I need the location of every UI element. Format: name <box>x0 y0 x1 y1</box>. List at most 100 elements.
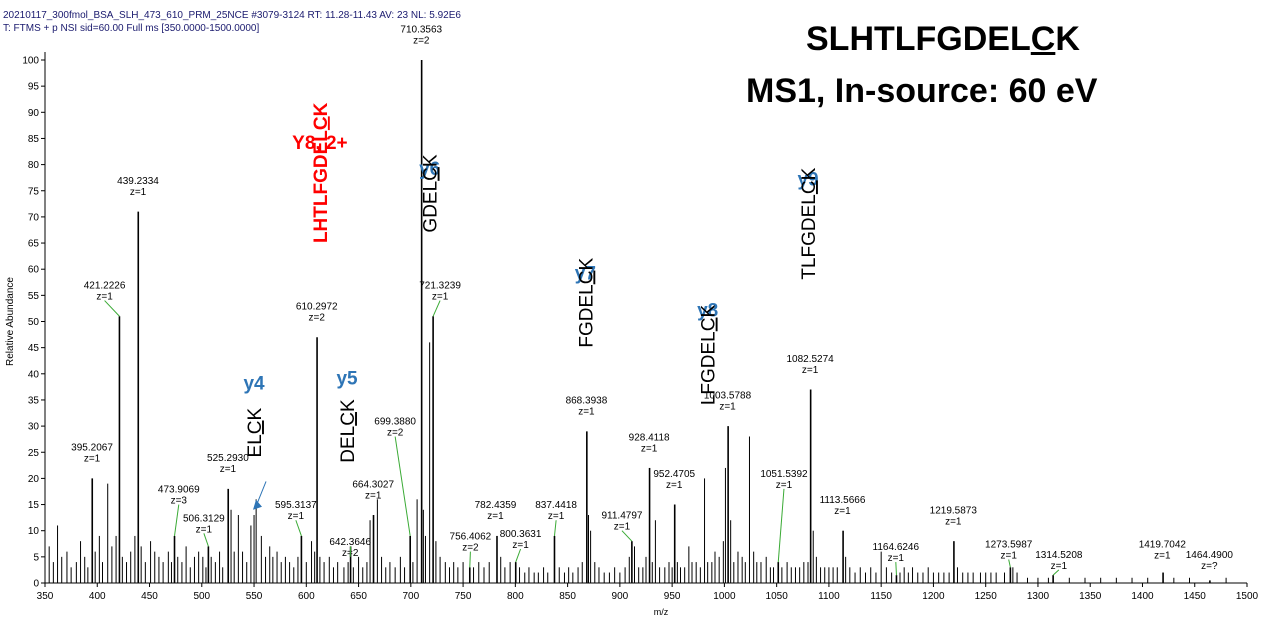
peak-mz-label: 395.2067 <box>71 443 113 454</box>
peak-mz-label: 525.2930 <box>207 453 249 464</box>
labeled-peaks <box>91 60 1211 583</box>
x-tick-label: 400 <box>89 591 106 602</box>
sequence-post: K <box>699 305 720 318</box>
y-tick-label: 75 <box>28 186 40 197</box>
peak-leader-line <box>621 530 633 542</box>
x-tick-label: 350 <box>37 591 54 602</box>
peak-charge-label: z=1 <box>365 490 382 501</box>
peak-leader-line <box>1052 569 1060 576</box>
sequence-modified-residue: C <box>421 167 442 181</box>
ion-label-y9: y9 <box>797 170 818 191</box>
peak-charge-label: z=1 <box>802 365 819 376</box>
peak-charge-label: z=1 <box>776 480 793 491</box>
peak-mz-label: 911.4797 <box>601 511 642 522</box>
peptide-title-modified-residue: C <box>1030 20 1056 58</box>
peak-mz-label: 837.4418 <box>535 500 577 511</box>
sequence-label-y9: TLFGDELCK <box>799 167 820 279</box>
peak-mz-label: 699.3880 <box>374 417 416 428</box>
ion-label-y8: y8 <box>697 300 718 321</box>
sequence-pre: TLFGDEL <box>799 194 820 280</box>
y-tick-label: 20 <box>28 474 40 485</box>
sequence-post: K <box>799 167 820 180</box>
y-axis-title: Relative Abundance <box>5 277 16 366</box>
peak-mz-label: 928.4118 <box>629 432 670 443</box>
y-tick-label: 45 <box>28 343 40 354</box>
y-tick-label: 35 <box>28 395 40 406</box>
sequence-label-y5: DELCK <box>338 399 359 463</box>
peak-leader-line <box>515 548 522 563</box>
peak-leader-line <box>553 520 557 536</box>
peak-mz-label: 1082.5274 <box>786 354 834 365</box>
sequence-post: K <box>421 154 442 167</box>
sequence-post: K <box>311 102 332 116</box>
x-tick-label: 1250 <box>975 591 998 602</box>
sequence-pre: GDEL <box>421 181 442 233</box>
x-tick-label: 950 <box>664 591 681 602</box>
experiment-title: MS1, In-source: 60 eV <box>746 72 1098 110</box>
peak-leader-line <box>469 551 471 568</box>
y-tick-label: 60 <box>28 265 40 276</box>
sequence-pre: FGDEL <box>576 284 597 347</box>
peak-mz-label: 868.3938 <box>566 396 608 407</box>
peak-mz-label: 595.3137 <box>275 500 317 511</box>
peak-charge-label: z=1 <box>196 524 213 535</box>
peak-charge-label: z=2 <box>413 35 430 46</box>
peak-charge-label: z=1 <box>96 292 113 303</box>
sequence-label-y4: ELCK <box>245 407 266 457</box>
y-tick-label: 15 <box>28 500 40 511</box>
peak-charge-label: z=3 <box>171 496 188 507</box>
x-tick-label: 1000 <box>713 591 736 602</box>
sequence-pre: EL <box>245 434 266 457</box>
peak-mz-label: 506.3129 <box>183 513 225 524</box>
sequence-pre: DEL <box>338 426 359 463</box>
peak-leader-line <box>777 488 785 563</box>
peak-charge-label: z=1 <box>432 292 449 303</box>
y-tick-label: 100 <box>22 56 39 67</box>
x-tick-label: 550 <box>246 591 263 602</box>
y-tick-label: 40 <box>28 369 40 380</box>
peak-mz-label: 1164.6246 <box>873 542 920 553</box>
scan-header-line1: 20210117_300fmol_BSA_SLH_473_610_PRM_25N… <box>3 10 461 21</box>
peak-charge-label: z=1 <box>1000 550 1017 561</box>
x-tick-label: 1500 <box>1236 591 1259 602</box>
x-tick-label: 1300 <box>1027 591 1050 602</box>
x-tick-label: 600 <box>298 591 315 602</box>
peak-charge-label: z=1 <box>1051 561 1068 572</box>
arrow-line <box>256 481 267 504</box>
sequence-modified-residue: C <box>245 420 266 434</box>
peak-mz-label: 421.2226 <box>84 281 126 292</box>
peak-mz-label: 756.4062 <box>450 532 492 543</box>
x-tick-label: 850 <box>559 591 576 602</box>
sequence-modified-residue: C <box>338 412 359 426</box>
minor-peaks <box>48 342 1227 583</box>
x-tick-label: 650 <box>350 591 367 602</box>
peak-charge-label: z=1 <box>945 516 962 527</box>
peak-mz-label: 710.3563 <box>400 24 442 35</box>
peak-mz-label: 1219.5873 <box>930 505 978 516</box>
sequence-modified-residue: C <box>576 271 597 285</box>
x-tick-label: 1050 <box>766 591 789 602</box>
peak-leader-line <box>432 300 441 317</box>
peak-mz-label: 952.4705 <box>653 469 695 480</box>
x-tick-label: 500 <box>193 591 210 602</box>
x-tick-label: 1150 <box>870 591 892 602</box>
ion-label-y7: y7 <box>575 264 596 285</box>
y-tick-label: 90 <box>28 108 40 119</box>
peak-mz-label: 1273.5987 <box>985 539 1033 550</box>
ion-label-y8-2plus: Y8, 2+ <box>292 133 347 154</box>
sequence-modified-residue: C <box>699 318 720 332</box>
y-tick-label: 10 <box>28 526 40 537</box>
peak-charge-label: z=1 <box>666 480 683 491</box>
peak-mz-label: 1464.4900 <box>1186 550 1234 561</box>
peak-mz-label: 782.4359 <box>475 500 517 511</box>
peak-charge-label: z=1 <box>614 522 631 533</box>
peak-charge-label: z=1 <box>220 464 237 475</box>
peak-charge-label: z=1 <box>719 401 736 412</box>
y-tick-label: 30 <box>28 422 40 433</box>
x-tick-label: 800 <box>507 591 524 602</box>
peak-mz-label: 610.2972 <box>296 302 338 313</box>
peak-charge-label: z=1 <box>512 540 529 551</box>
axes: 0 5 10 15 20 25 30 35 40 45 50 55 60 65 70 75 80 85 90 95 10… <box>5 52 1259 617</box>
ion-label-y5: y5 <box>336 368 358 389</box>
